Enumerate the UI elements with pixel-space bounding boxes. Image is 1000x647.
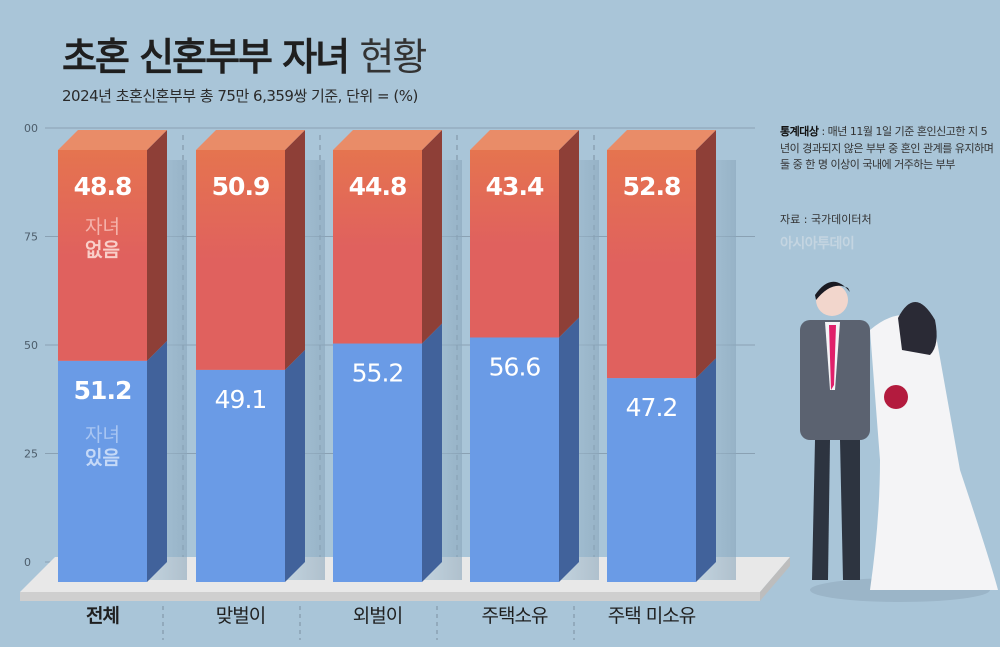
bar-no-children bbox=[470, 150, 559, 338]
bar-side-with-children bbox=[285, 349, 305, 582]
bar-no-children bbox=[333, 150, 422, 344]
bar-side-with-children bbox=[559, 317, 579, 582]
y-tick-label: 0 bbox=[24, 556, 31, 569]
bar-no-children bbox=[196, 150, 285, 370]
category-label: 전체 bbox=[86, 605, 119, 627]
title-light: 현황 bbox=[359, 35, 427, 79]
bar-no-children bbox=[607, 150, 696, 379]
bar-top bbox=[58, 130, 167, 150]
bar-side-with-children bbox=[422, 323, 442, 582]
series-label-with-children-2: 있음 bbox=[85, 447, 120, 469]
value-label-no-children: 44.8 bbox=[349, 172, 407, 201]
series-label-no-children-2: 없음 bbox=[85, 239, 120, 261]
bar-top bbox=[333, 130, 442, 150]
chart-title: 초혼 신혼부부 자녀 현황 bbox=[62, 26, 427, 81]
value-label-with-children: 47.2 bbox=[626, 393, 678, 422]
y-tick-label: 50 bbox=[24, 339, 38, 352]
category-label: 맞벌이 bbox=[216, 605, 265, 627]
bar-top bbox=[470, 130, 579, 150]
chart-subtitle: 2024년 초혼신혼부부 총 75만 6,359쌍 기준, 단위 = (%) bbox=[62, 87, 418, 105]
value-label-with-children: 56.6 bbox=[489, 352, 541, 381]
y-tick-label: 00 bbox=[24, 122, 38, 135]
bar-with-children bbox=[607, 378, 696, 582]
bar-side-no-children bbox=[285, 130, 305, 370]
couple-illustration bbox=[800, 281, 998, 602]
bar-top bbox=[196, 130, 305, 150]
bar-side-no-children bbox=[559, 130, 579, 338]
value-label-with-children: 49.1 bbox=[215, 385, 267, 414]
series-label-with-children-1: 자녀 bbox=[85, 424, 120, 446]
bar-side-with-children bbox=[696, 358, 716, 582]
series-label-no-children-1: 자녀 bbox=[85, 216, 120, 238]
value-label-with-children: 55.2 bbox=[352, 359, 404, 388]
y-tick-label: 25 bbox=[24, 448, 38, 461]
note-label: 통계대상 bbox=[780, 125, 819, 138]
value-label-no-children: 48.8 bbox=[74, 172, 132, 201]
bar-side-no-children bbox=[422, 130, 442, 344]
bar-side-with-children bbox=[147, 340, 167, 582]
category-label: 외벌이 bbox=[353, 605, 402, 627]
category-label: 주택 미소유 bbox=[608, 605, 696, 627]
brand-logo: 아시아투데이 bbox=[780, 236, 855, 252]
bar-side-no-children bbox=[696, 130, 716, 379]
bar-top bbox=[607, 130, 716, 150]
bar-with-children bbox=[196, 369, 285, 582]
note: 통계대상 : 매년 11월 1일 기준 혼인신고한 지 5년이 경과되지 않은 … bbox=[780, 124, 995, 174]
category-label: 주택소유 bbox=[482, 605, 548, 627]
value-label-with-children: 51.2 bbox=[74, 376, 132, 405]
value-label-no-children: 52.8 bbox=[623, 172, 681, 201]
source: 자료 : 국가데이터처 bbox=[780, 213, 872, 226]
bar-with-children bbox=[333, 343, 422, 582]
title-bold: 초혼 신혼부부 자녀 bbox=[62, 35, 350, 79]
y-tick-label: 75 bbox=[24, 231, 38, 244]
note-text: : 매년 11월 1일 기준 혼인신고한 지 5년이 경과되지 않은 부부 중 … bbox=[780, 125, 994, 171]
bar-with-children bbox=[58, 360, 147, 582]
value-label-no-children: 50.9 bbox=[212, 172, 270, 201]
value-label-no-children: 43.4 bbox=[486, 172, 544, 201]
bar-no-children bbox=[58, 150, 147, 361]
bar-side-no-children bbox=[147, 130, 167, 361]
bar-with-children bbox=[470, 337, 559, 582]
